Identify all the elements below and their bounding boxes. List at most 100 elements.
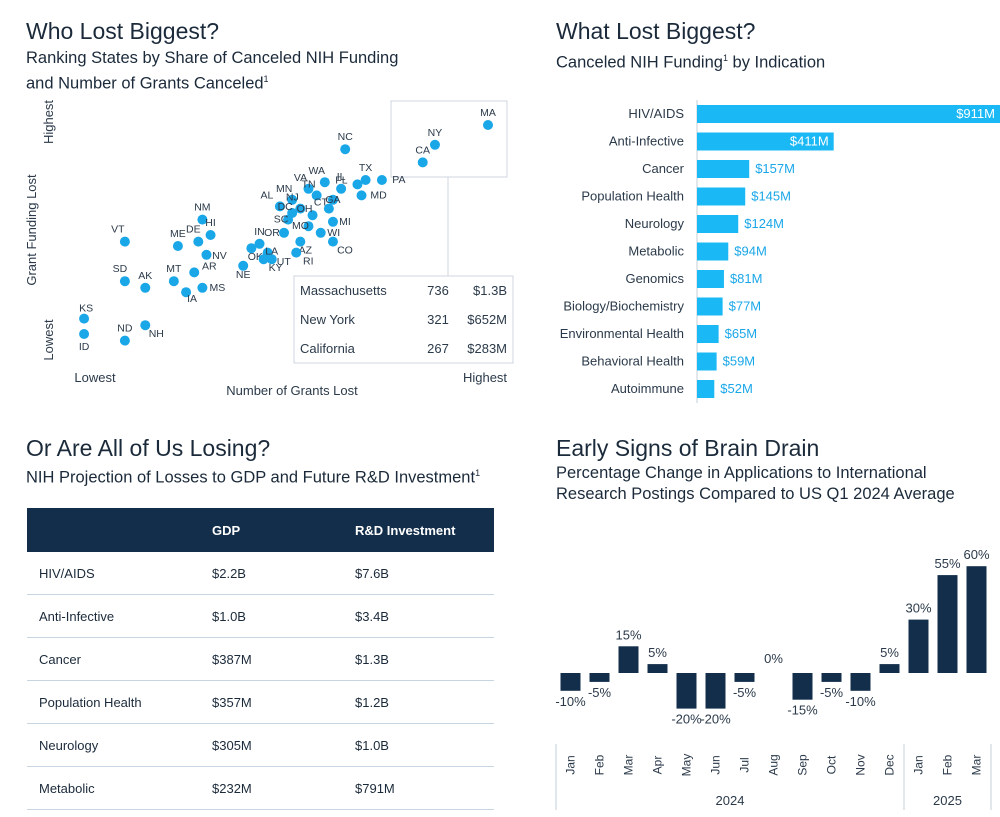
footnote-marker: 1: [475, 468, 481, 478]
scatter-point-label: MT: [166, 263, 182, 275]
scatter-point-al: [274, 201, 285, 212]
scatter-point-ma: [483, 120, 493, 130]
hbar-value-label: $124M: [744, 216, 784, 231]
vbar-subtitle: Percentage Change in Applications to Int…: [556, 463, 955, 505]
vbar-month-label: Jun: [709, 755, 723, 774]
hbar-category-label: Genomics: [625, 271, 684, 286]
vbar-bar: [618, 646, 639, 673]
scatter-point-label: OH: [297, 203, 313, 215]
hbar-category-label: Neurology: [625, 216, 685, 231]
scatter-point-label: PA: [392, 174, 405, 186]
scatter-point-label: NE: [236, 269, 251, 281]
scatter-point-mn: [287, 194, 298, 205]
hbar-value-label: $52M: [720, 381, 753, 396]
hbar-bar: [697, 160, 750, 178]
scatter-point-label: HI: [205, 217, 216, 229]
y-axis-high-label: Highest: [41, 100, 56, 144]
scatter-point-label: CA: [415, 144, 430, 156]
table-subtitle-text: NIH Projection of Losses to GDP and Futu…: [26, 468, 476, 487]
vbar-value-label: -5%: [820, 685, 844, 700]
scatter-point-label: TN: [302, 178, 316, 190]
scatter-point-label: WA: [309, 165, 326, 177]
inset-table-state: Massachusetts: [300, 283, 387, 298]
vbar-bar: [850, 673, 871, 691]
vbar-bar: [966, 566, 987, 673]
hbar-value-label: $59M: [723, 354, 756, 369]
vbar-month-label: Oct: [825, 755, 839, 774]
scatter-point-label: KY: [269, 262, 283, 274]
scatter-point-label: MO: [292, 220, 309, 232]
vbar-bar: [908, 619, 929, 673]
footnote-marker: 1: [722, 53, 728, 63]
vbar-bar: [879, 664, 900, 673]
scatter-point-mi: [327, 216, 338, 227]
hbar-bar: [697, 105, 1000, 123]
vbar-month-label: Jan: [564, 755, 578, 774]
vbar-value-label: -15%: [787, 703, 818, 718]
inset-table-state: New York: [300, 312, 355, 327]
hbar-subtitle: Canceled NIH Funding1 by Indication: [556, 48, 825, 74]
scatter-point-label: NM: [194, 202, 210, 214]
vbar-value-label: -10%: [845, 694, 876, 709]
hbar-value-label: $911M: [956, 106, 995, 121]
scatter-point-ga: [327, 194, 338, 205]
scatter-point-nj: [295, 203, 306, 214]
hbar-bar: [697, 380, 715, 398]
hbar-value-label: $65M: [725, 326, 758, 341]
vbar-value-label: 60%: [963, 547, 989, 562]
hbar-value-label: $411M: [790, 134, 829, 149]
scatter-point-ca: [417, 157, 428, 168]
hbar-category-label: Population Health: [581, 189, 684, 204]
scatter-point-wi: [315, 227, 326, 238]
table-cell: $1.0B: [212, 594, 355, 638]
scatter-point-me: [172, 241, 183, 251]
vbar-value-label: 30%: [905, 601, 931, 616]
hbar-category-label: Autoimmune: [611, 381, 684, 396]
scatter-point-label: RI: [303, 256, 314, 268]
scatter-point-mo: [303, 221, 314, 232]
scatter-point-label: AL: [260, 189, 273, 201]
hbar-value-label: $145M: [751, 189, 791, 204]
x-axis-low-label: Lowest: [74, 370, 116, 385]
scatter-point-vt: [119, 236, 130, 247]
scatter-point-wa: [319, 177, 330, 188]
vbar-month-label: Jan: [912, 755, 926, 774]
vbar-subtitle-line1: Percentage Change in Applications to Int…: [556, 464, 927, 482]
vbar-month-label: Aug: [767, 754, 781, 775]
vbar-value-label: 55%: [934, 556, 960, 571]
scatter-point-label: NH: [149, 328, 164, 340]
vbar-chart: -10% Jan -5% Feb 15% Mar 5% Apr -20% May -20% Jun -5…: [555, 547, 992, 810]
inset-table-funding: $283M: [467, 341, 507, 356]
table-row: Cancer $387M $1.3B: [27, 637, 494, 681]
scatter-point-label: FL: [335, 174, 347, 186]
vbar-month-label: Feb: [941, 754, 955, 775]
scatter-point-label: AR: [202, 260, 217, 272]
vbar-bar: [734, 673, 755, 682]
scatter-point-label: NV: [212, 250, 227, 262]
scatter-point-label: OR: [264, 227, 280, 239]
vbar-value-label: -10%: [555, 694, 586, 709]
vbar-year-label: 2025: [933, 793, 962, 808]
y-axis-low-label: Lowest: [41, 319, 56, 361]
scatter-point-il: [336, 183, 347, 194]
hbar-chart: HIV/AIDS $911M Anti-Infective $411M Cancer $1…: [560, 100, 1000, 403]
scatter-point-label: KS: [79, 303, 93, 315]
table-cell: $1.2B: [355, 680, 494, 724]
scatter-point-label: MD: [370, 189, 387, 201]
inset-table-funding: $652M: [467, 312, 507, 327]
vbar-month-label: Mar: [622, 755, 636, 776]
vbar-value-label: 5%: [880, 645, 899, 660]
table-header-cell: R&D Investment: [355, 508, 494, 552]
scatter-point-mt: [168, 276, 179, 287]
inset-table-grants: 321: [427, 312, 449, 327]
scatter-point-label: SD: [113, 263, 128, 275]
vbar-month-label: Apr: [651, 756, 665, 775]
vbar-value-label: -20%: [700, 712, 731, 727]
table-row: Metabolic $232M $791M: [27, 766, 494, 810]
scatter-point-label: MI: [339, 216, 351, 228]
vbar-bar: [705, 673, 726, 709]
hbar-bar: [697, 132, 834, 151]
scatter-subtitle-line1: Ranking States by Share of Canceled NIH …: [26, 49, 399, 67]
scatter-point-fl: [352, 179, 363, 190]
table-cell: Cancer: [27, 637, 212, 681]
